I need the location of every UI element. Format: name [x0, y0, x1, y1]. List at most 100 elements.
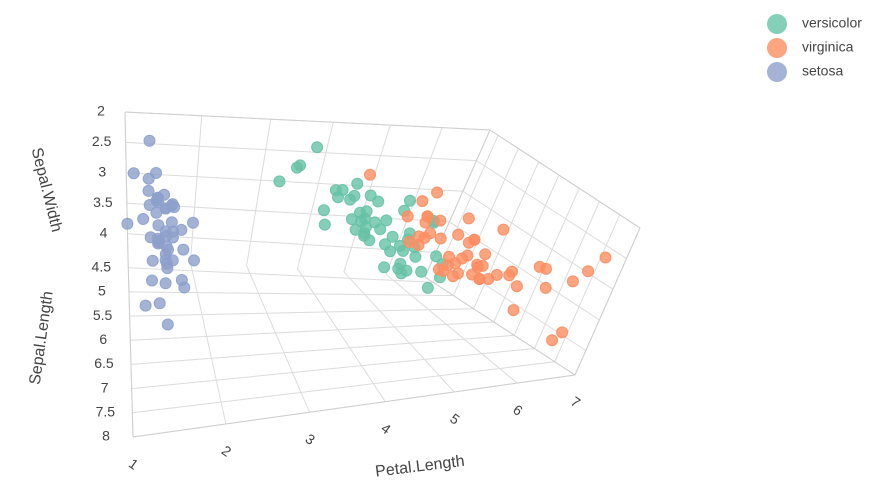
legend-item[interactable]: virginica: [767, 38, 854, 58]
data-point: [490, 268, 503, 281]
z-grid-line: [132, 214, 621, 414]
data-point: [378, 261, 391, 274]
z-tick-label: 6.5: [94, 355, 114, 371]
data-point: [434, 214, 447, 227]
z-axis-title: Sepal.Length: [27, 290, 57, 386]
data-point: [294, 159, 307, 172]
data-point: [161, 318, 174, 331]
points: [121, 134, 612, 347]
data-point: [421, 281, 434, 294]
x-tick-label: 6: [510, 401, 526, 419]
grid: [124, 111, 641, 438]
legend: versicolor virginica setosa: [767, 14, 862, 82]
data-point: [471, 261, 484, 274]
data-point: [152, 219, 165, 232]
data-point: [318, 218, 331, 231]
data-point: [379, 238, 391, 251]
y-tick-label: 3.5: [93, 194, 113, 210]
data-point: [479, 248, 492, 261]
data-point: [468, 233, 481, 246]
data-point: [139, 299, 152, 312]
data-point: [360, 205, 373, 218]
x-tick-label: 7: [568, 393, 584, 411]
x-grid-line: [246, 119, 310, 413]
data-point: [142, 184, 155, 197]
x-tick-label: 3: [302, 430, 318, 448]
data-point: [166, 231, 179, 244]
y-tick-label: 3: [98, 164, 106, 180]
data-point: [348, 189, 361, 202]
data-point: [311, 141, 324, 154]
data-point: [394, 257, 407, 270]
box-edge: [127, 257, 134, 438]
data-point: [503, 269, 516, 282]
data-point: [430, 250, 443, 263]
box-edge: [124, 111, 129, 259]
data-point: [121, 217, 134, 230]
x-grid-line: [296, 122, 386, 402]
data-point: [160, 257, 173, 270]
x-grid-line: [189, 115, 227, 425]
labels: 1 2 3 4 5 6 7 2 2.5 3 3.5 4 4.5 5 5.5 6 6.5 7 7.5 8: [92, 103, 584, 473]
data-point: [447, 270, 459, 283]
data-point: [421, 210, 434, 223]
data-point: [409, 250, 422, 263]
data-point: [159, 277, 172, 290]
data-point: [364, 168, 376, 181]
data-point: [566, 275, 579, 288]
data-point: [317, 204, 330, 217]
legend-item[interactable]: setosa: [767, 62, 843, 82]
z-tick-label: 5: [98, 283, 106, 299]
data-point: [418, 231, 431, 244]
z-tick-label: 7: [101, 379, 109, 395]
x-tick-label: 1: [126, 455, 142, 473]
data-point: [127, 167, 140, 180]
x-axis-title: Petal.Length: [374, 453, 465, 481]
data-point: [187, 216, 199, 229]
legend-label: versicolor: [802, 15, 862, 31]
data-point: [153, 297, 166, 310]
data-point: [434, 232, 447, 245]
data-point: [188, 254, 200, 267]
data-point: [372, 195, 385, 208]
legend-swatch: [767, 38, 787, 58]
data-point: [452, 228, 465, 241]
data-point: [401, 210, 414, 223]
data-point: [137, 213, 150, 225]
z-tick-label: 7.5: [96, 404, 116, 420]
data-point: [497, 223, 510, 236]
data-point: [510, 280, 523, 293]
data-point: [556, 326, 569, 339]
legend-item[interactable]: versicolor: [767, 14, 862, 34]
data-point: [159, 202, 172, 215]
data-point: [539, 281, 552, 294]
data-point: [351, 177, 364, 190]
z-tick-label: 6: [99, 331, 107, 347]
data-point: [143, 134, 156, 147]
data-point: [533, 260, 546, 273]
data-point: [142, 172, 155, 185]
y-grid-line: [124, 111, 641, 229]
y-tick-label: 4: [100, 224, 108, 240]
y-tick-label: 2.5: [92, 133, 112, 149]
box-edge: [489, 129, 641, 229]
y-axis-title: Sepal.Width: [28, 146, 65, 234]
legend-label: setosa: [802, 63, 843, 79]
x-tick-label: 2: [219, 442, 235, 460]
data-point: [431, 186, 444, 199]
x-tick-label: 5: [447, 410, 463, 428]
data-point: [443, 250, 455, 263]
box-edge: [132, 374, 576, 438]
legend-swatch: [767, 14, 787, 34]
data-point: [144, 231, 157, 244]
data-point: [462, 212, 475, 225]
data-point: [329, 184, 342, 197]
y-tick-label: 2: [97, 103, 105, 119]
data-point: [403, 236, 416, 248]
data-point: [416, 195, 429, 208]
data-point: [178, 281, 191, 294]
legend-label: virginica: [802, 39, 854, 55]
data-point: [380, 214, 393, 227]
z-tick-label: 8: [102, 428, 110, 444]
